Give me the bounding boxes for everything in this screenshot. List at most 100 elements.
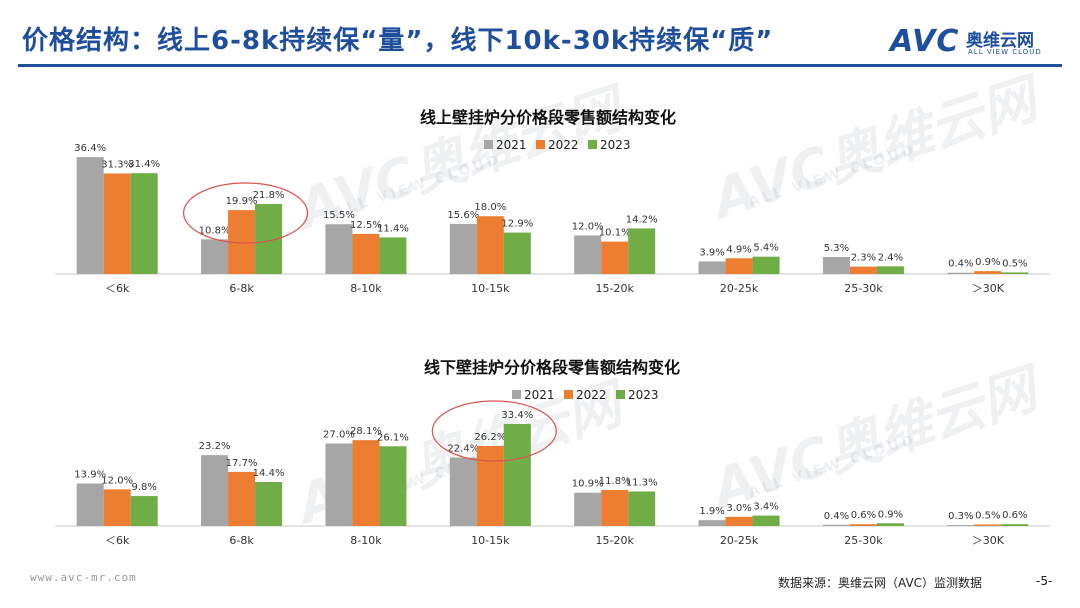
data-label: 31.4% [128,159,160,170]
data-label: 12.0% [101,475,133,486]
bar-＞30K-2023 [1001,524,1029,526]
bar-6-8k-2023 [255,482,283,526]
legend-label-2023: 2023 [628,388,659,402]
logo-cn: 奥维云网 [966,31,1034,51]
chart-title: 线下壁挂炉分价格段零售额结构变化 [424,358,680,377]
bar-6-8k-2021 [201,455,229,526]
offline-price-structure-chart: 线下壁挂炉分价格段零售额结构变化 2021 2022 2023 13.9%12.0%9.… [55,358,1050,547]
x-tick-label: 6-8k [229,534,254,547]
bar-25-30k-2022 [849,524,877,526]
bar-10-15k-2021 [449,223,477,274]
bar-8-10k-2021 [325,224,353,274]
bar-10-15k-2021 [449,457,477,526]
data-label: 10.9% [572,479,604,490]
data-label: 33.4% [501,410,533,421]
x-tick-label: 6-8k [229,282,254,295]
data-label: 10.1% [599,228,631,239]
bar-10-15k-2022 [476,216,504,274]
data-label: 0.4% [948,259,973,270]
data-label: 12.0% [572,221,604,232]
bar-＞30K-2022 [974,524,1002,526]
legend-label-2022: 2022 [576,388,607,402]
bar-25-30k-2021 [822,524,850,526]
data-label: 14.4% [253,468,285,479]
bar-15-20k-2023 [628,491,656,526]
x-tick-label: 25-30k [844,534,883,547]
data-label: 19.9% [226,196,258,207]
header-divider [18,64,1062,67]
data-label: 23.2% [199,441,231,452]
data-label: 22.4% [447,444,479,455]
data-label: 0.5% [1002,258,1027,269]
data-label: 0.3% [948,511,973,522]
data-label: 21.8% [253,190,285,201]
legend-swatch-2021 [512,390,521,399]
legend-label-2022: 2022 [548,138,579,152]
data-label: 2.3% [851,253,876,264]
data-label: 10.8% [199,225,231,236]
data-label: 14.2% [626,214,658,225]
bar-10-15k-2023 [503,232,531,274]
bar-＜6k-2023 [130,173,158,274]
page-title: 价格结构：线上6-8k持续保“量”，线下10k-30k持续保“质” [22,26,774,56]
x-tick-label: ＜6k [105,534,130,547]
data-label: 3.4% [753,502,778,513]
bar-15-20k-2022 [601,489,629,526]
data-label: 3.9% [699,247,724,258]
website-url: www.avc-mr.com [30,571,137,584]
bar-＜6k-2022 [103,173,131,274]
bar-6-8k-2022 [228,471,256,526]
avc-logo: AVC 奥维云网 ALL VIEW CLOUD [890,24,1060,59]
x-tick-label: 15-20k [596,534,635,547]
legend-label-2023: 2023 [600,138,631,152]
data-label: 15.6% [447,210,479,221]
data-label: 0.9% [878,509,903,520]
data-source-note: 数据来源：奥维云网（AVC）监测数据 [778,576,983,590]
data-label: 0.6% [851,510,876,521]
legend-swatch-2023 [616,390,625,399]
page-number: -5- [1036,574,1053,588]
data-label: 0.5% [975,510,1000,521]
data-label: 27.0% [323,430,355,441]
data-label: 36.4% [74,143,106,154]
data-label: 9.8% [131,482,156,493]
x-tick-label: 20-25k [720,282,759,295]
x-tick-label: 8-10k [350,282,382,295]
bar-8-10k-2023 [379,446,407,526]
data-label: 28.1% [350,426,382,437]
bar-8-10k-2022 [352,233,380,274]
bar-25-30k-2023 [876,523,904,526]
data-label: 13.9% [74,470,106,481]
x-tick-label: 8-10k [350,534,382,547]
data-label: 2.4% [878,252,903,263]
bar-8-10k-2022 [352,440,380,526]
online-price-structure-chart: 线上壁挂炉分价格段零售额结构变化 2021 2022 2023 36.4% 31.3%31… [55,108,1050,295]
bar-＞30K-2022 [974,271,1002,274]
data-label: 26.1% [377,432,409,443]
legend-swatch-2022 [536,140,545,149]
bar-＜6k-2021 [76,483,104,526]
legend-swatch-2021 [484,140,493,149]
data-label: 1.9% [699,506,724,517]
bar-25-30k-2022 [849,266,877,274]
bar-20-25k-2022 [725,516,753,526]
data-label: 3.0% [726,503,751,514]
legend-label-2021: 2021 [496,138,527,152]
bar-20-25k-2023 [752,256,780,274]
data-label: 5.3% [824,243,849,254]
bar-10-15k-2023 [503,423,531,526]
bar-8-10k-2023 [379,237,407,274]
data-label: 26.2% [474,432,506,443]
bar-20-25k-2022 [725,258,753,274]
data-label: 12.5% [350,220,382,231]
bar-＜6k-2022 [103,489,131,526]
legend-label-2021: 2021 [524,388,555,402]
highlight-ellipse [182,182,309,244]
data-label: 15.5% [323,210,355,221]
bar-20-25k-2023 [752,515,780,526]
x-tick-label: 20-25k [720,534,759,547]
logo-mark: AVC [890,24,960,59]
bar-＞30K-2021 [947,272,975,274]
data-label: 11.8% [599,476,631,487]
x-tick-label: 25-30k [844,282,883,295]
